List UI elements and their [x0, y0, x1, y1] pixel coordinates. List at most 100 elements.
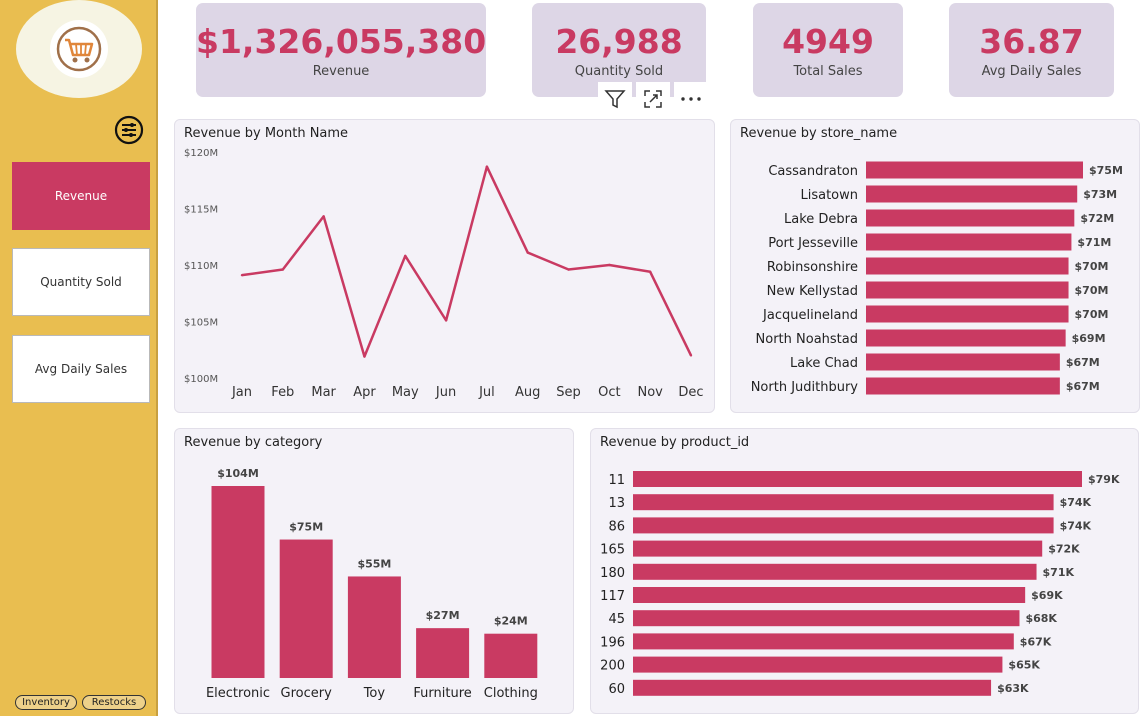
- category-bar-chart: $104M Electronic $75M Grocery $55M Toy $27M Fur…: [206, 467, 538, 701]
- category-label: 200: [600, 659, 625, 674]
- data-label: $72M: [1080, 212, 1114, 225]
- chart-revenue-by-store: Revenue by store_name Cassandraton $75M Li…: [730, 119, 1140, 413]
- data-point: [444, 319, 448, 322]
- category-label: Port Jesseville: [768, 236, 858, 251]
- data-label: $63K: [997, 682, 1029, 695]
- bar: [866, 161, 1083, 179]
- data-point: [689, 354, 693, 357]
- data-point: [608, 263, 611, 267]
- y-tick-label: $105M: [184, 318, 218, 329]
- data-point: [240, 273, 244, 277]
- category-label: Grocery: [281, 686, 333, 701]
- data-label: $73M: [1083, 188, 1117, 201]
- sliders-icon[interactable]: [114, 115, 144, 145]
- data-label: $74K: [1060, 496, 1092, 509]
- x-tick-label: Dec: [678, 385, 703, 400]
- bar: [633, 517, 1054, 534]
- kpi-value: 4949: [782, 22, 874, 61]
- bar: [633, 540, 1043, 557]
- shopping-cart-icon: [56, 26, 102, 72]
- nav-quantity-sold-button[interactable]: Quantity Sold: [12, 248, 150, 316]
- bar: [633, 563, 1037, 580]
- kpi-value: 26,988: [555, 22, 683, 61]
- bar: [211, 486, 265, 678]
- bar: [866, 329, 1066, 347]
- category-label: 180: [600, 566, 625, 581]
- bar: [633, 610, 1020, 627]
- store-bar-chart: Cassandraton $75M Lisatown $73M Lake Debra $7…: [751, 161, 1123, 395]
- kpi-value: 36.87: [979, 22, 1084, 61]
- focus-mode-button[interactable]: [636, 82, 670, 116]
- data-label: $24M: [494, 615, 528, 628]
- data-label: $70M: [1075, 308, 1109, 321]
- data-label: $70M: [1075, 260, 1109, 273]
- y-tick-label: $110M: [184, 261, 218, 272]
- bar: [633, 471, 1082, 487]
- category-label: 45: [608, 612, 625, 627]
- data-label: $72K: [1048, 543, 1080, 556]
- category-label: Lake Chad: [790, 356, 858, 371]
- bar: [633, 633, 1014, 650]
- category-label: North Judithbury: [751, 380, 859, 395]
- bar: [633, 494, 1054, 511]
- bar: [633, 587, 1026, 603]
- category-label: Toy: [363, 686, 386, 701]
- kpi-label: Total Sales: [793, 64, 863, 79]
- category-label: 86: [608, 519, 625, 534]
- y-tick-label: $115M: [184, 205, 218, 216]
- bar: [866, 353, 1060, 371]
- bar: [347, 576, 401, 678]
- nav-avg-daily-sales-button[interactable]: Avg Daily Sales: [12, 335, 150, 403]
- y-tick-label: $100M: [184, 374, 218, 385]
- bar: [279, 539, 333, 678]
- x-tick-label: Oct: [598, 385, 620, 400]
- category-label: 11: [608, 473, 625, 488]
- data-point: [648, 270, 652, 273]
- chart-revenue-by-month: Revenue by Month Name $100M $105M $110M $11…: [174, 119, 715, 413]
- data-point: [322, 215, 325, 218]
- category-label: 13: [608, 496, 625, 511]
- x-tick-label: Feb: [271, 385, 294, 400]
- series-line: [241, 165, 693, 358]
- bar: [633, 679, 992, 696]
- category-label: North Noahstad: [756, 332, 858, 347]
- visual-toolbar: [598, 82, 708, 116]
- category-label: Lake Debra: [784, 212, 858, 227]
- nav-revenue-button[interactable]: Revenue: [12, 162, 150, 230]
- restocks-link[interactable]: Restocks: [82, 695, 146, 710]
- category-label: 196: [600, 635, 625, 650]
- more-options-button[interactable]: [674, 82, 708, 116]
- kpi-label: Avg Daily Sales: [981, 64, 1082, 79]
- category-label: Lisatown: [800, 188, 858, 203]
- data-label: $68K: [1025, 612, 1057, 625]
- data-label: $67K: [1020, 635, 1052, 648]
- data-point: [526, 251, 529, 254]
- data-label: $104M: [217, 467, 259, 480]
- data-label: $79K: [1088, 473, 1120, 486]
- data-label: $71K: [1043, 566, 1075, 579]
- chart-title: Revenue by category: [184, 435, 323, 450]
- product-bar-chart: 11 $79K 13 $74K 86 $74K 165 $72K 180 $71K 117 $69K 4…: [600, 471, 1120, 697]
- category-label: 117: [600, 589, 625, 604]
- x-tick-label: Jul: [478, 385, 495, 400]
- filter-button[interactable]: [598, 82, 632, 116]
- category-label: Electronic: [206, 686, 270, 701]
- kpi-card-total-sales: 4949 Total Sales: [753, 3, 903, 97]
- filter-icon: [604, 90, 626, 109]
- x-tick-label: Apr: [353, 385, 376, 400]
- inventory-link[interactable]: Inventory: [15, 695, 77, 710]
- data-label: $70M: [1075, 284, 1109, 297]
- bar: [866, 257, 1069, 275]
- bar: [866, 209, 1075, 227]
- data-label: $75M: [1089, 164, 1123, 177]
- category-label: 60: [608, 682, 625, 697]
- focus-mode-icon: [644, 90, 662, 108]
- x-tick-label: May: [392, 385, 419, 400]
- kpi-card-avg-daily-sales: 36.87 Avg Daily Sales: [949, 3, 1114, 97]
- data-label: $55M: [357, 557, 391, 570]
- chart-title: Revenue by Month Name: [184, 126, 349, 141]
- x-tick-label: Jun: [435, 385, 456, 400]
- data-label: $67M: [1066, 356, 1100, 369]
- chart-title: Revenue by store_name: [740, 126, 898, 141]
- data-point: [281, 268, 285, 271]
